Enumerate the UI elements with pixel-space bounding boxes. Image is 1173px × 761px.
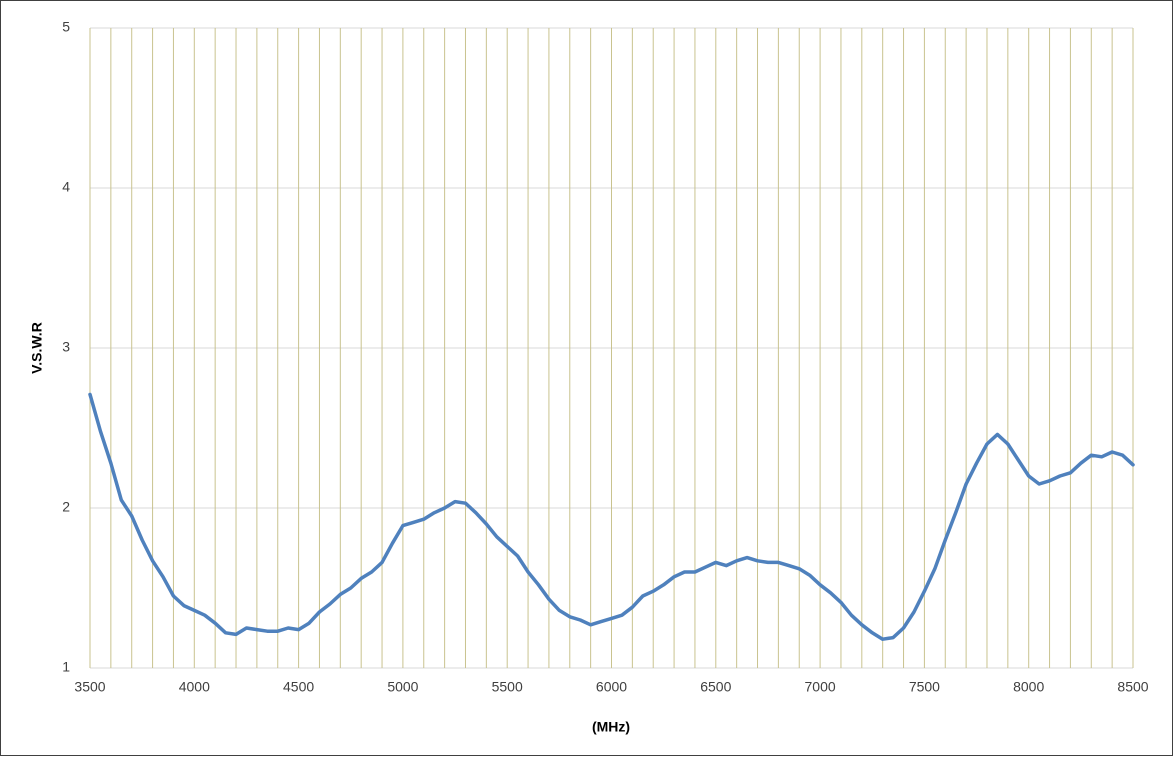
y-tick-label: 3 [62, 339, 70, 355]
x-tick-label: 4000 [179, 679, 210, 695]
x-axis-title: (MHz) [592, 719, 630, 735]
x-tick-label: 7500 [909, 679, 940, 695]
x-tick-label: 6000 [596, 679, 627, 695]
x-tick-label: 6500 [700, 679, 731, 695]
y-tick-label: 1 [62, 659, 70, 675]
data-line [88, 392, 1135, 641]
y-tick-label: 5 [62, 19, 70, 35]
x-tick-label: 7000 [805, 679, 836, 695]
y-axis-title: V.S.W.R [29, 322, 45, 374]
x-tick-label: 8500 [1117, 679, 1148, 695]
x-tick-label: 5000 [387, 679, 418, 695]
y-tick-label: 2 [62, 499, 70, 515]
x-tick-label: 8000 [1013, 679, 1044, 695]
x-tick-label: 3500 [74, 679, 105, 695]
x-tick-label: 5500 [492, 679, 523, 695]
x-tick-label: 4500 [283, 679, 314, 695]
y-tick-label: 4 [62, 179, 70, 195]
